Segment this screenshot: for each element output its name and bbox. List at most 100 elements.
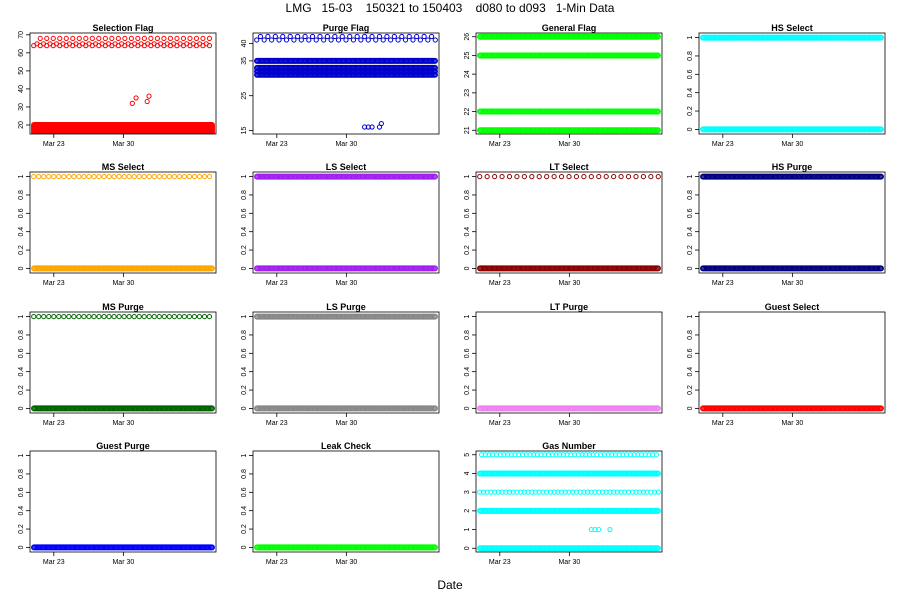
data-point [57, 35, 63, 42]
data-point [92, 41, 99, 47]
y-tick-label: 0.8 [687, 51, 694, 61]
plot-frame [252, 311, 440, 414]
data-point [122, 35, 128, 42]
panel-title: General Flag [542, 23, 597, 33]
data-point [148, 35, 154, 42]
data-point [499, 173, 505, 180]
data-points [31, 35, 215, 134]
y-tick-label: 26 [464, 33, 471, 41]
data-point [187, 35, 193, 42]
data-point [655, 173, 661, 180]
data-point [106, 313, 112, 320]
data-point [410, 37, 416, 43]
data-point [63, 35, 69, 42]
y-tick-label: 35 [241, 57, 248, 65]
y-tick-label: 0.6 [241, 487, 248, 497]
data-point [347, 33, 353, 40]
data-point [328, 37, 334, 43]
data-point [81, 313, 87, 320]
data-point [171, 173, 177, 180]
data-point [86, 41, 92, 47]
y-tick-label: 25 [464, 51, 471, 59]
data-points [700, 34, 884, 133]
y-tick-label: 0.2 [687, 385, 694, 395]
data-point [96, 35, 102, 42]
data-points [700, 173, 884, 272]
y-tick-label: 0.4 [18, 227, 25, 237]
data-point [37, 35, 43, 42]
data-point [269, 37, 275, 43]
data-point [432, 65, 438, 71]
data-point [171, 313, 177, 320]
y-tick-label: 1 [464, 175, 471, 179]
data-point [86, 173, 92, 180]
y-tick-label: 1 [18, 315, 25, 319]
data-points [254, 33, 438, 130]
data-point [31, 173, 37, 180]
data-point [161, 35, 167, 42]
data-point [514, 173, 520, 180]
data-point [380, 37, 386, 43]
data-point [190, 41, 196, 47]
data-point [878, 35, 884, 40]
y-tick-label: 0.8 [687, 190, 694, 200]
x-tick-label: Mar 30 [112, 420, 134, 427]
y-tick-label: 0 [687, 266, 694, 270]
data-point [112, 41, 118, 47]
data-point [306, 37, 312, 43]
data-point [76, 35, 82, 42]
data-point [203, 41, 209, 47]
data-point [406, 33, 412, 40]
data-point [365, 37, 371, 43]
data-point [111, 313, 117, 320]
data-point [257, 33, 264, 40]
data-point [362, 33, 368, 40]
data-point [603, 173, 609, 180]
y-tick-label: 70 [18, 31, 25, 39]
data-point [265, 33, 271, 40]
data-point [633, 173, 639, 180]
y-tick-label: 0.4 [241, 506, 248, 516]
data-point [116, 313, 122, 320]
y-tick-label: 15 [241, 127, 248, 135]
data-point [373, 37, 379, 43]
data-point [206, 173, 213, 180]
data-point [144, 98, 150, 105]
panel-title: Purge Flag [323, 23, 370, 33]
y-tick-label: 0.2 [464, 385, 471, 395]
data-point [254, 37, 260, 43]
data-point [324, 33, 330, 40]
x-tick-label: Mar 30 [781, 420, 803, 427]
y-tick-label: 30 [18, 103, 25, 111]
data-point [384, 33, 390, 40]
data-points [31, 313, 215, 412]
data-point [53, 41, 60, 47]
data-point [31, 313, 37, 320]
data-point [126, 173, 132, 180]
data-point [201, 313, 208, 320]
data-point [492, 173, 498, 180]
data-point [61, 173, 67, 180]
y-tick-label: 1 [241, 175, 248, 179]
data-point [156, 173, 162, 180]
x-tick-label: Mar 23 [266, 280, 288, 287]
data-point [125, 41, 131, 47]
data-point [343, 37, 349, 43]
data-point [878, 266, 884, 271]
y-tick-label: 0.8 [241, 190, 248, 200]
data-point [655, 266, 661, 271]
y-tick-label: 0.4 [241, 227, 248, 237]
x-tick-label: Mar 30 [112, 559, 134, 566]
data-point [156, 313, 162, 320]
data-point [76, 173, 82, 180]
data-point [138, 41, 144, 47]
data-point [91, 173, 97, 180]
data-point [89, 35, 95, 42]
data-point [369, 33, 375, 40]
data-points [31, 173, 215, 272]
